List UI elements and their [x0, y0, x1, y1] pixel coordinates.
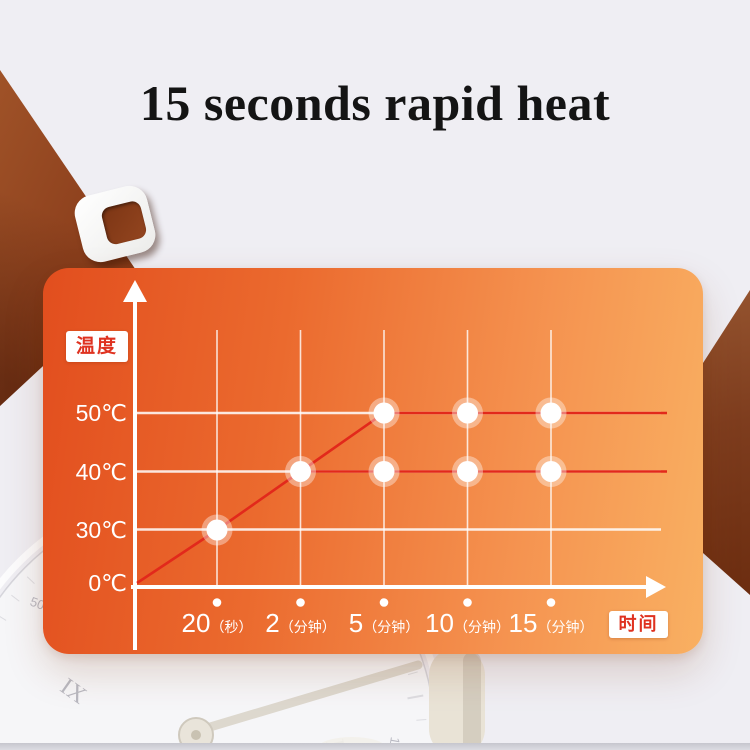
x-tick-unit: （分钟） — [363, 619, 420, 635]
y-tick-label: 30℃ — [75, 517, 127, 543]
page-title: 15 seconds rapid heat — [139, 75, 611, 131]
x-tick-unit: （分钟） — [453, 619, 510, 635]
x-tick-number: 5 — [348, 608, 364, 638]
y-tick-label: 40℃ — [75, 458, 127, 485]
x-tick-number: 10 — [425, 608, 454, 638]
x-axis-title: 时间 — [609, 611, 668, 638]
x-tick-label: 15（分钟） — [501, 608, 601, 639]
x-tick-number: 20 — [181, 608, 211, 638]
x-tick-number: 2 — [265, 608, 280, 638]
x-tick-label: 2（分钟） — [251, 608, 351, 639]
clock-leg — [429, 648, 485, 750]
y-axis-title: 温度 — [66, 331, 128, 362]
connector-hole — [99, 199, 148, 247]
temperature-chart-panel — [43, 268, 703, 654]
y-tick-label: 50℃ — [75, 400, 127, 426]
y-tick-label: 0℃ — [88, 570, 127, 596]
x-tick-unit: （秒） — [210, 619, 253, 635]
x-tick-label: 5（分钟） — [334, 608, 434, 639]
heating-pad-corner-right — [703, 290, 750, 595]
x-tick-number: 15 — [508, 608, 538, 638]
clock-roman-numeral: IX — [55, 674, 91, 710]
backdrop-edge — [0, 743, 750, 750]
x-tick-label: 10（分钟） — [418, 608, 518, 639]
clock-hand — [195, 660, 423, 735]
x-tick-label: 20（秒） — [167, 608, 267, 639]
x-tick-unit: （分钟） — [537, 619, 594, 635]
x-tick-unit: （分钟） — [279, 619, 336, 635]
